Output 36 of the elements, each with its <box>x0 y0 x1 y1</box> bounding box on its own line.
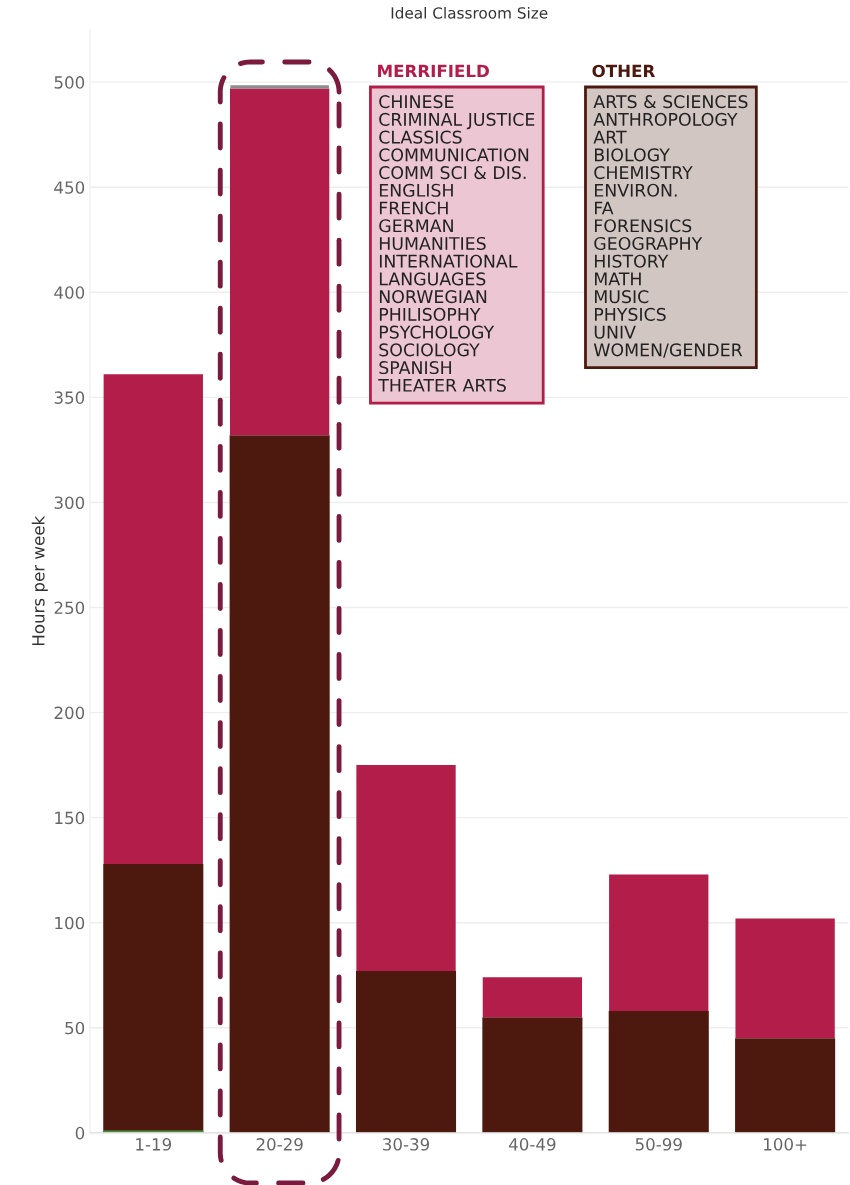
bar <box>229 435 330 1133</box>
y-tick-label: 250 <box>54 601 85 615</box>
bar <box>355 971 457 1133</box>
bar <box>229 88 330 436</box>
y-tick-label: 450 <box>54 181 85 194</box>
bar <box>103 863 204 1131</box>
text: ARTS & SCIENCES ANTHROPOLOGY ART BIOLOGY CHEMISTRY ENVIRON. FA FORENSICS GEOGRAPHY HISTORY MATH MUSIC PHYSICS UNIV WOMEN/GENDER <box>593 95 748 358</box>
x-tick-label: 50-99 <box>635 1138 682 1151</box>
bar <box>230 85 329 89</box>
bar <box>356 765 456 972</box>
y-tick-label: 400 <box>54 286 85 299</box>
bar <box>103 374 203 864</box>
y-tick-label: 50 <box>65 1021 85 1035</box>
y-axis-title: Hours per week <box>31 515 48 646</box>
bar <box>735 918 835 1039</box>
x-tick-label: 20-29 <box>256 1138 303 1151</box>
bar <box>482 977 583 1018</box>
y-tick-label: 200 <box>54 706 85 720</box>
y-tick-label: 150 <box>55 811 85 825</box>
text: CHINESE CRIMINAL JUSTICE CLASSICS COMMUNICATION COMM SCI & DIS. ENGLISH FRENCH GERMAN HUMANITIES INTERNATIONAL LANGUAGES NORWEGIAN PHILISOPHY PSYCHOLOGY SOCIOLOGY SPANISH THEATER ARTS <box>378 95 535 392</box>
bar <box>609 874 709 1011</box>
text: OTHER <box>592 64 655 78</box>
y-tick-label: 0 <box>75 1126 85 1140</box>
x-tick-label: 100+ <box>764 1138 807 1151</box>
y-tick-label: 500 <box>54 76 85 89</box>
y-tick-label: 350 <box>54 391 85 404</box>
x-tick-label: 30-39 <box>383 1138 430 1151</box>
text: MERRIFIELD <box>378 64 489 78</box>
y-tick-label: 100 <box>55 916 85 930</box>
bar <box>608 1010 709 1133</box>
x-tick-label: 1-19 <box>136 1138 172 1151</box>
chart-title: Ideal Classroom Size <box>391 6 548 19</box>
x-tick-label: 40-49 <box>508 1138 556 1151</box>
y-tick-label: 300 <box>54 496 85 510</box>
bar <box>735 1038 836 1133</box>
bar <box>482 1017 583 1133</box>
